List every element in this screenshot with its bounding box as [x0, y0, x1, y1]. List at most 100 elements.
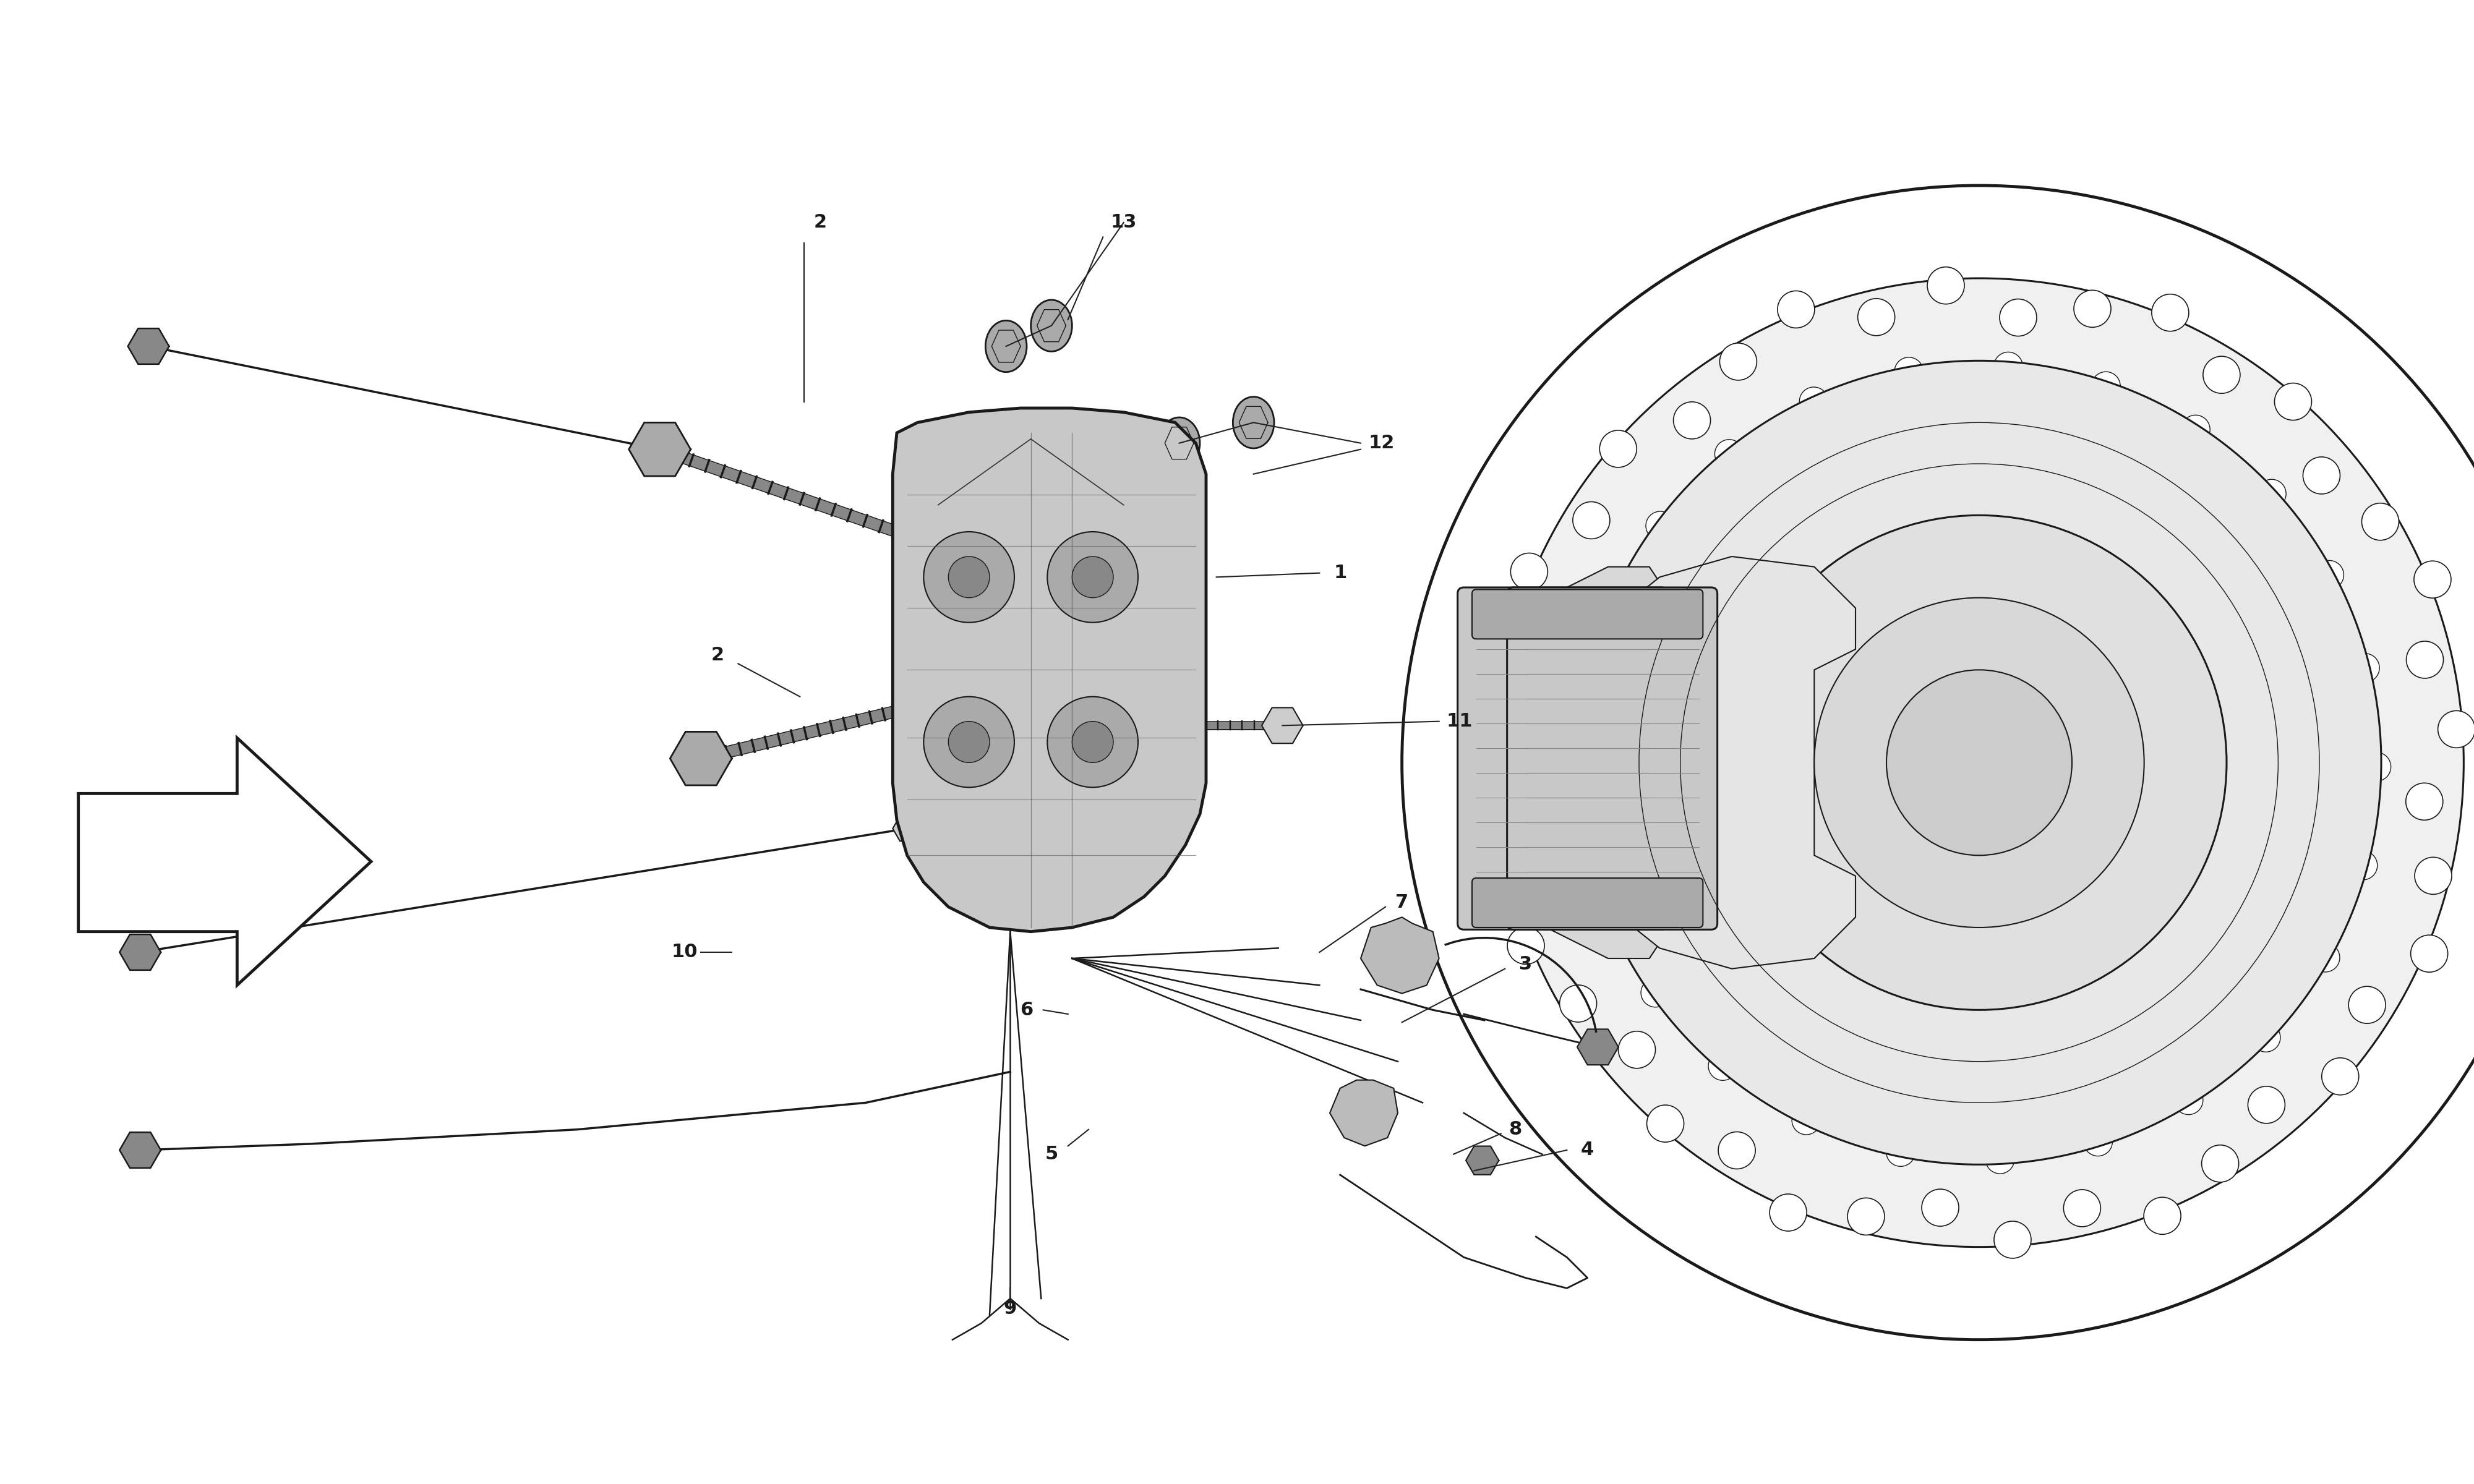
Circle shape: [1714, 439, 1744, 469]
Circle shape: [948, 721, 990, 763]
Circle shape: [2348, 987, 2385, 1024]
Ellipse shape: [1232, 396, 1274, 448]
Circle shape: [2202, 356, 2239, 393]
Circle shape: [1848, 1198, 1885, 1235]
Circle shape: [1071, 721, 1113, 763]
Circle shape: [1047, 531, 1138, 622]
Circle shape: [1776, 291, 1813, 328]
Circle shape: [1769, 1195, 1806, 1232]
Circle shape: [2274, 383, 2311, 420]
Text: 11: 11: [1447, 712, 1472, 730]
Polygon shape: [1262, 708, 1304, 743]
Circle shape: [2415, 858, 2452, 895]
Circle shape: [2202, 1146, 2239, 1183]
Circle shape: [2145, 1198, 2182, 1235]
Circle shape: [1791, 1106, 1821, 1135]
Text: 13: 13: [1111, 214, 1136, 232]
Circle shape: [1858, 298, 1895, 335]
Circle shape: [1514, 847, 1551, 884]
Circle shape: [1799, 387, 1828, 416]
Circle shape: [1994, 352, 2024, 381]
Circle shape: [2251, 1022, 2281, 1052]
Circle shape: [2363, 503, 2400, 540]
Circle shape: [2410, 935, 2447, 972]
Circle shape: [1507, 631, 1544, 668]
Polygon shape: [79, 738, 371, 985]
Circle shape: [2415, 561, 2452, 598]
Circle shape: [1672, 402, 1710, 439]
Circle shape: [1640, 978, 1670, 1008]
Circle shape: [1484, 778, 1522, 815]
Circle shape: [1571, 794, 1598, 822]
Circle shape: [1999, 298, 2036, 335]
Circle shape: [1710, 1052, 1737, 1080]
Circle shape: [1571, 695, 1601, 723]
Circle shape: [1813, 598, 2145, 927]
Circle shape: [1596, 598, 1625, 626]
Circle shape: [948, 556, 990, 598]
Circle shape: [2083, 1128, 2113, 1156]
Polygon shape: [1331, 1080, 1398, 1146]
Circle shape: [2303, 457, 2340, 494]
Polygon shape: [893, 816, 920, 841]
Circle shape: [2348, 850, 2378, 880]
Ellipse shape: [1032, 300, 1071, 352]
Circle shape: [1927, 267, 1964, 304]
Circle shape: [1403, 186, 2474, 1340]
Circle shape: [1732, 515, 2227, 1011]
Polygon shape: [1546, 567, 1680, 959]
Text: 5: 5: [1044, 1146, 1059, 1163]
Text: 1: 1: [1333, 564, 1346, 582]
Text: 2: 2: [814, 214, 826, 232]
Circle shape: [2437, 711, 2474, 748]
Circle shape: [1645, 512, 1675, 540]
Circle shape: [1559, 985, 1596, 1022]
Polygon shape: [628, 423, 690, 476]
Circle shape: [2407, 641, 2444, 678]
Polygon shape: [119, 1132, 161, 1168]
Circle shape: [1719, 1132, 1757, 1169]
Circle shape: [2175, 1086, 2202, 1114]
Text: 4: 4: [1581, 1141, 1593, 1159]
Circle shape: [2321, 1058, 2358, 1095]
Text: 8: 8: [1509, 1120, 1522, 1138]
Circle shape: [1618, 1031, 1655, 1068]
Text: 10: 10: [670, 944, 698, 962]
FancyBboxPatch shape: [1472, 879, 1702, 927]
Circle shape: [1517, 705, 1554, 742]
Circle shape: [2405, 784, 2442, 821]
Polygon shape: [670, 732, 732, 785]
Circle shape: [1578, 361, 2380, 1165]
Circle shape: [1648, 1106, 1685, 1143]
Circle shape: [2182, 416, 2209, 444]
FancyBboxPatch shape: [1472, 589, 1702, 640]
Circle shape: [2091, 372, 2120, 401]
Circle shape: [2311, 944, 2340, 972]
Text: 7: 7: [1395, 893, 1408, 911]
Circle shape: [1888, 669, 2073, 855]
Ellipse shape: [1158, 417, 1200, 469]
Circle shape: [1994, 1221, 2031, 1258]
Polygon shape: [1578, 1030, 1618, 1066]
Text: 12: 12: [1368, 435, 1395, 453]
Circle shape: [1719, 343, 1757, 380]
Circle shape: [2350, 653, 2380, 683]
Text: 9: 9: [1004, 1300, 1017, 1318]
Ellipse shape: [985, 321, 1027, 372]
Circle shape: [1071, 556, 1113, 598]
Circle shape: [2063, 1190, 2100, 1227]
Circle shape: [923, 531, 1014, 622]
Circle shape: [923, 696, 1014, 788]
Circle shape: [1573, 502, 1611, 539]
Polygon shape: [1465, 1146, 1499, 1175]
Circle shape: [2316, 561, 2343, 589]
FancyBboxPatch shape: [1507, 588, 1717, 929]
Circle shape: [2152, 294, 2189, 331]
Circle shape: [1507, 927, 1544, 965]
Text: 6: 6: [1019, 1002, 1034, 1020]
Circle shape: [2256, 479, 2286, 508]
Text: 3: 3: [1519, 956, 1531, 974]
FancyBboxPatch shape: [1457, 588, 1667, 929]
Polygon shape: [1361, 917, 1440, 993]
Circle shape: [1593, 890, 1623, 920]
